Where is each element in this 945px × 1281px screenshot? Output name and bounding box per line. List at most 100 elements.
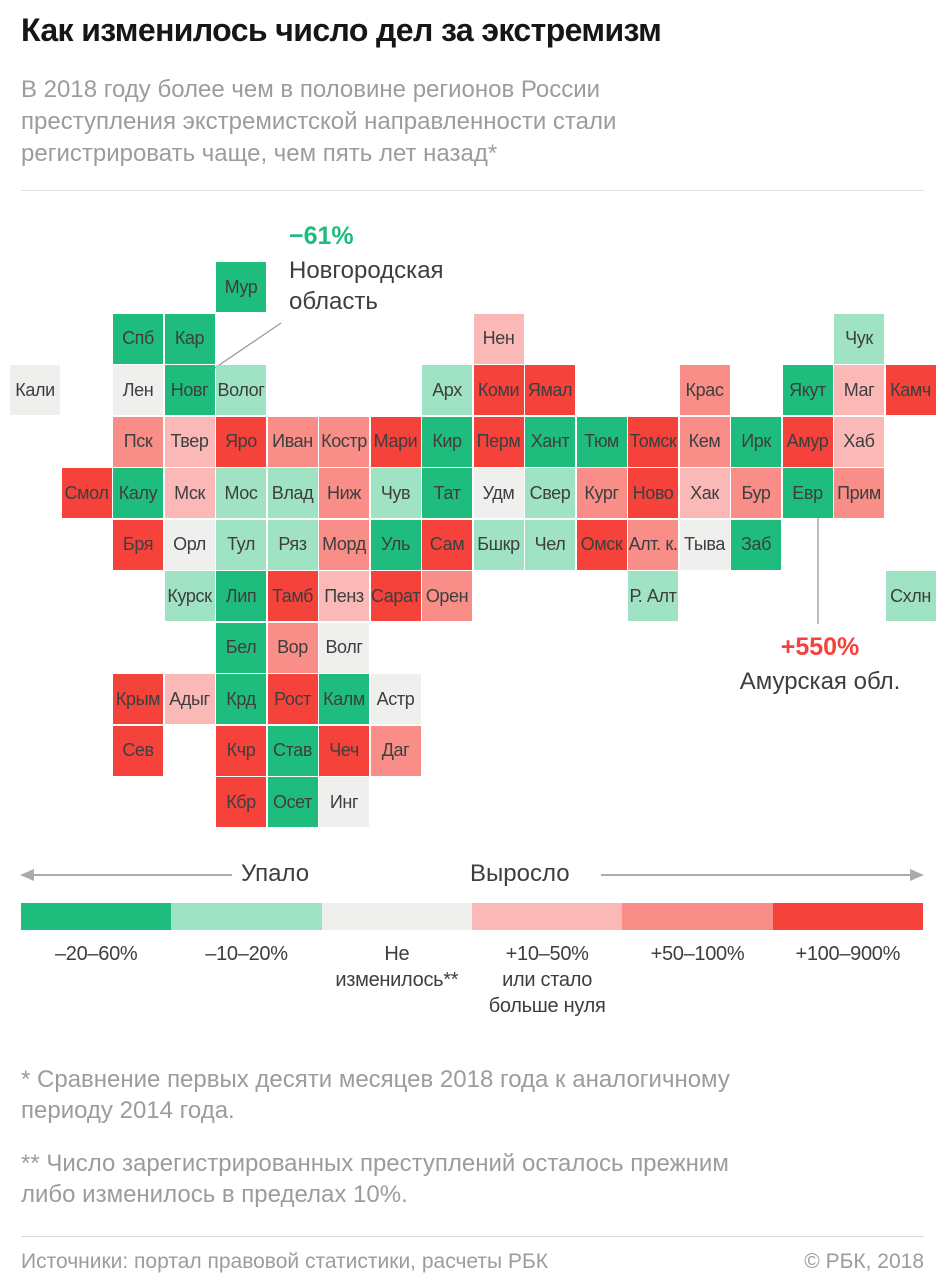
region-tile: Пенз [319, 571, 369, 621]
region-tile: Кир [422, 416, 472, 467]
region-tile: Ниж [319, 468, 369, 518]
region-tile: Маг [834, 365, 884, 415]
region-tile: Осет [267, 777, 318, 827]
page-subtitle: В 2018 году более чем в половине регионо… [21, 76, 617, 167]
region-tile: Бря [113, 519, 163, 570]
region-tile: Влад [267, 468, 318, 518]
region-tile: Волг [319, 622, 369, 673]
annotation-novgorod-value: −61% [289, 222, 354, 250]
region-tile: Заб [731, 519, 781, 570]
region-tile: Хант [525, 416, 575, 467]
region-tile: Мск [164, 468, 215, 518]
region-tile: Тыва [679, 519, 730, 570]
region-tile: Кург [576, 468, 627, 518]
region-tile: Кем [679, 416, 730, 467]
region-tile: Иван [267, 416, 318, 467]
region-tile: Волог [216, 365, 266, 415]
region-tile: Мари [370, 416, 421, 467]
region-tile: Схлн [885, 571, 936, 621]
region-tile: Кар [164, 313, 215, 364]
region-tile: Сарат [370, 571, 421, 621]
page-title: Как изменилось число дел за экстремизм [21, 12, 662, 48]
region-tile: Ряз [267, 519, 318, 570]
legend-label: +50–100% [650, 943, 745, 965]
region-tile: Лен [113, 365, 163, 415]
region-tile: Ново [628, 468, 678, 518]
left-arrow-icon [20, 869, 232, 881]
region-tile: Чув [370, 468, 421, 518]
region-tile: Якут [782, 365, 833, 415]
region-tile: Инг [319, 777, 369, 827]
footer-copyright: © РБК, 2018 [804, 1250, 924, 1273]
region-tile: Мур [216, 262, 266, 312]
annotation-amur-label: Амурская обл. [739, 668, 901, 695]
region-tile: Бел [216, 622, 266, 673]
region-tile: Томск [628, 416, 678, 467]
region-tile: Р. Алт [628, 571, 678, 621]
region-tile: Спб [113, 313, 163, 364]
region-tile: Удм [473, 468, 524, 518]
region-tile: Тюм [576, 416, 627, 467]
legend-segment [772, 903, 923, 930]
region-tile: Калм [319, 674, 369, 724]
region-tile: Вор [267, 622, 318, 673]
region-tile: Астр [370, 674, 421, 724]
footnote-comparison: * Сравнение первых десяти месяцев 2018 г… [21, 1066, 730, 1124]
region-tile: Ямал [525, 365, 575, 415]
region-tile: Коми [473, 365, 524, 415]
legend-segment [321, 903, 472, 930]
region-tile: Калу [113, 468, 163, 518]
region-tile: Прим [834, 468, 884, 518]
region-tile: Хаб [834, 416, 884, 467]
legend-label: +10–50% или стало больше нуля [488, 943, 606, 1017]
legend-label: –20–60% [54, 943, 138, 965]
region-tile: Кбр [216, 777, 266, 827]
right-arrow-icon [601, 869, 924, 881]
region-tile: Крым [113, 674, 163, 724]
region-tile: Курск [164, 571, 215, 621]
region-tile: Рост [267, 674, 318, 724]
region-tile: Орл [164, 519, 215, 570]
divider [21, 1236, 924, 1237]
legend-labels: –20–60% –10–20% Не изменилось** +10–50% или… [21, 941, 923, 1019]
region-tile: Морд [319, 519, 369, 570]
region-tile: Бшкр [473, 519, 524, 570]
annotation-novgorod: −61% Новгородская область [289, 222, 444, 317]
region-tile: Бур [731, 468, 781, 518]
annotation-amur-value: +550% [780, 633, 860, 661]
region-tile: Костр [319, 416, 369, 467]
legend-segment [622, 903, 773, 930]
region-tile: Даг [370, 725, 421, 776]
region-tile: Адыг [164, 674, 215, 724]
region-tile: Омск [576, 519, 627, 570]
annotation-amur: +550% Амурская обл. [700, 633, 940, 697]
footer-sources: Источники: портал правовой статистики, р… [21, 1250, 548, 1273]
region-tile: Смол [61, 468, 112, 518]
region-tile: Чел [525, 519, 575, 570]
footnote-no-change: ** Число зарегистрированных преступлений… [21, 1150, 729, 1208]
region-tile: Ирк [731, 416, 781, 467]
region-tile: Перм [473, 416, 524, 467]
legend-segment [171, 903, 322, 930]
region-tile: Тул [216, 519, 266, 570]
region-tile: Камч [885, 365, 936, 415]
region-tile: Пск [113, 416, 163, 467]
region-tile: Кали [10, 365, 60, 415]
legend-label: Не изменилось** [335, 943, 459, 991]
legend-direction-row: Упало Выросло [0, 860, 945, 892]
legend-bar [21, 903, 923, 930]
divider [21, 190, 924, 191]
region-tile: Арх [422, 365, 472, 415]
legend-increased-label: Выросло [470, 860, 570, 887]
region-tile: Свер [525, 468, 575, 518]
region-tile: Чеч [319, 725, 369, 776]
legend-label: +100–900% [795, 943, 901, 965]
region-tile: Став [267, 725, 318, 776]
region-tile: Мос [216, 468, 266, 518]
legend-arrows [20, 869, 924, 881]
region-tile: Крас [679, 365, 730, 415]
footer: Источники: портал правовой статистики, р… [21, 1250, 924, 1274]
region-tile: Хак [679, 468, 730, 518]
region-tile: Новг [164, 365, 215, 415]
legend-label: –10–20% [205, 943, 288, 965]
